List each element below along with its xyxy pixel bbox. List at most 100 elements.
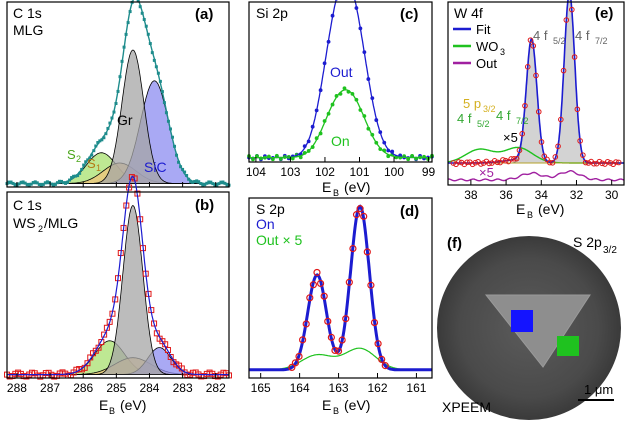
c-label-on: On (331, 133, 350, 149)
a-data-point (70, 176, 74, 180)
a-data-point (57, 179, 61, 183)
e-data-point (491, 158, 498, 164)
svg-text:4 f: 4 f (457, 111, 472, 126)
e-legend-wo-sub: 3 (500, 47, 505, 57)
b-data-point (84, 360, 91, 367)
d-data-point (356, 205, 364, 213)
a-data-point (96, 141, 100, 145)
e-tick-label-34: 34 (535, 188, 549, 202)
c-line-1 (249, 89, 432, 159)
a-data-point (76, 174, 80, 178)
b-tick-label-284: 284 (139, 381, 159, 395)
d-panel-label: (d) (400, 203, 419, 220)
a-data-point (78, 171, 82, 175)
e-data-point (469, 161, 476, 168)
d-data-point (352, 211, 361, 219)
e-data-point (569, 6, 575, 13)
e-data-point (533, 72, 539, 79)
a-frame (6, 1, 230, 188)
svg-text:4 f: 4 f (533, 28, 548, 43)
a-data-point (209, 180, 213, 184)
a-data-point (59, 179, 63, 183)
e-annot-wo-f52: 4 f 5/2 (457, 111, 490, 129)
e-tick-label-30: 30 (605, 188, 619, 202)
a-data-point (41, 182, 45, 186)
a-label-s2: S 2 (67, 147, 81, 164)
e-data-point (544, 156, 550, 163)
d-tick-label-161: 161 (406, 381, 426, 395)
f-marker-out (557, 336, 579, 356)
d-data-point (320, 292, 328, 300)
e-data-point (527, 37, 534, 43)
c-data-point (270, 157, 275, 162)
a-data-point (51, 183, 55, 187)
b-tick-label-283: 283 (173, 381, 193, 395)
a-data-point (33, 180, 37, 184)
c-tick-label-104: 104 (246, 165, 266, 179)
svg-text:(eV): (eV) (538, 201, 564, 217)
svg-text:B: B (527, 210, 533, 220)
d-xlabel: E B (eV) (322, 397, 370, 416)
svg-text:(eV): (eV) (120, 397, 146, 413)
a-ticks (16, 182, 217, 187)
e-data-point (604, 158, 611, 165)
a-label-sic: SiC (144, 159, 167, 175)
a-data-point (191, 180, 195, 184)
c-data-point (274, 153, 279, 158)
a-data-point (31, 181, 35, 185)
a-data-point (21, 180, 25, 184)
c-panel-label: (c) (400, 6, 418, 23)
d-data-point (338, 336, 346, 344)
a-data-point (82, 163, 86, 167)
d-data-point (334, 347, 343, 355)
d-data-point (299, 336, 307, 344)
a-data-point (207, 180, 211, 184)
svg-text:S 2p: S 2p (573, 234, 602, 250)
e-data-point (549, 159, 556, 166)
c-data-point (251, 157, 255, 162)
a-data-point (84, 160, 88, 164)
e-ticks: 38 36 34 32 30 (464, 180, 619, 202)
d-line-0 (249, 204, 432, 372)
d-fit-lines (249, 204, 432, 372)
a-data-point (53, 182, 57, 186)
svg-text:7/2: 7/2 (516, 116, 529, 126)
c-tick-label-102: 102 (315, 165, 335, 179)
e-data-point (480, 160, 487, 166)
d-ticks: 165 164 163 162 161 (251, 373, 427, 395)
e-data-point (519, 130, 526, 137)
b-data-point (164, 347, 171, 354)
svg-text:3/2: 3/2 (483, 104, 496, 114)
e-data-point (455, 159, 462, 165)
d-data-point (288, 363, 296, 371)
e-data-point (486, 160, 492, 167)
f-method-label: XPEEM (442, 399, 491, 415)
d-core-level: S 2p (256, 201, 285, 217)
e-data-point (502, 157, 509, 164)
e-data-point (500, 157, 506, 163)
d-legend-on: On (256, 216, 275, 232)
a-label-s1: S 1 (87, 156, 101, 173)
e-data-points (450, 6, 622, 168)
svg-text:(eV): (eV) (344, 179, 370, 195)
d-data-point (370, 318, 379, 327)
b-tick-label-288: 288 (7, 381, 27, 395)
e-data-point (613, 159, 619, 165)
svg-text:WS: WS (13, 215, 36, 231)
e-data-point (530, 43, 537, 49)
a-data-point (189, 180, 193, 184)
svg-text:5 p: 5 p (463, 96, 481, 111)
b-fit-line (7, 175, 229, 376)
c-data-point (406, 157, 411, 162)
svg-text:E: E (322, 397, 331, 413)
e-data-point (571, 54, 578, 60)
e-data-point (508, 156, 514, 162)
e-data-point (585, 160, 592, 166)
c-core-level: Si 2p (256, 5, 288, 21)
a-data-point (45, 180, 49, 184)
a-data-point (197, 180, 201, 184)
e-data-point (513, 155, 520, 162)
e-data-point (535, 108, 542, 115)
e-annot-f52: 4 f 5/2 (533, 28, 566, 46)
